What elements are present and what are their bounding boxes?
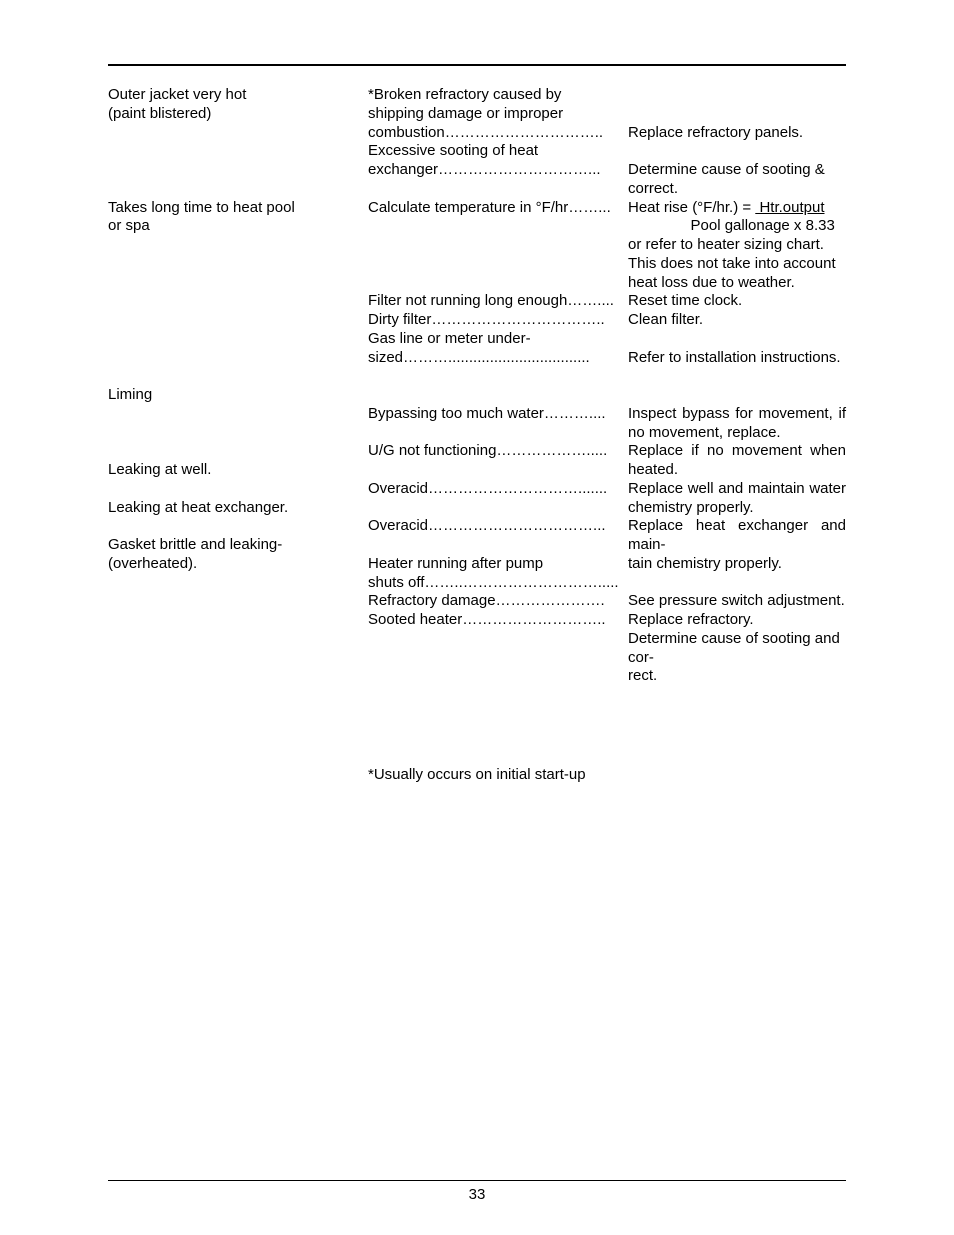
cause-cell: Calculate temperature in °F/hr……... Filt… — [368, 199, 628, 368]
troubleshooting-table: Outer jacket very hot (paint blistered) … — [108, 86, 846, 686]
symptom-cell: Liming Leaking at well. Leaking at heat … — [108, 367, 368, 686]
symptom-cell: Takes long time to heat pool or spa — [108, 199, 368, 368]
footnote: *Usually occurs on initial start-up — [368, 766, 846, 783]
remedy-cell: Inspect bypass for movement, if no movem… — [628, 367, 846, 686]
symptom-cell: Outer jacket very hot (paint blistered) — [108, 86, 368, 199]
page-number: 33 — [0, 1186, 954, 1203]
remedy-cell: Heat rise (°F/hr.) = Htr.output Pool gal… — [628, 199, 846, 368]
remedy-cell: Replace refractory panels. Determine cau… — [628, 86, 846, 199]
top-rule — [108, 64, 846, 66]
bottom-rule — [108, 1180, 846, 1181]
cause-cell: *Broken refractory caused by shipping da… — [368, 86, 628, 199]
cause-cell: Bypassing too much water……….... U/G not … — [368, 367, 628, 686]
